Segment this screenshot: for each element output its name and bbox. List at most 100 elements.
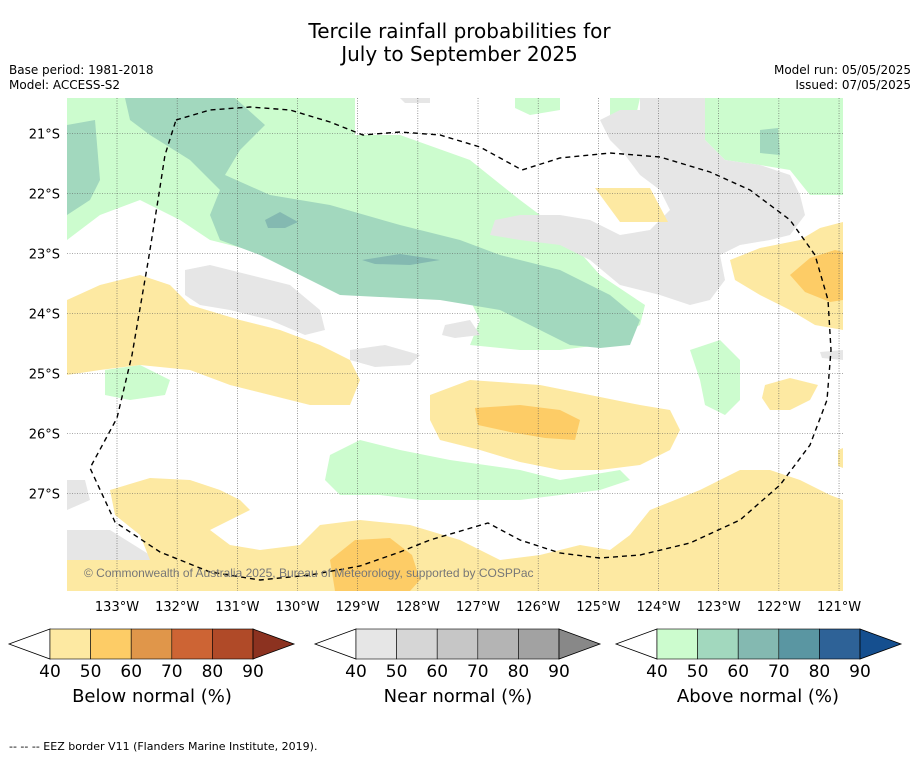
colorbar-swatch [697, 628, 739, 660]
model-text: Model: ACCESS-S2 [9, 78, 121, 92]
chart-title-line2: July to September 2025 [341, 42, 578, 66]
colorbar-tick-label: 40 [39, 662, 61, 682]
x-tick-label: 123°W [697, 600, 741, 615]
y-tick-label: 27°S [29, 488, 60, 503]
colorbar-tick-label: 40 [345, 662, 367, 682]
near-normal-region [67, 480, 90, 510]
below-normal-region [730, 222, 843, 330]
colorbar-swatch [396, 628, 438, 660]
colorbar-tick-label: 80 [202, 662, 224, 682]
x-tick-label: 130°W [275, 600, 319, 615]
meta-left: Base period: 1981-2018 Model: ACCESS-S2 [9, 63, 154, 93]
colorbars: 40 50 60 70 80 90 40 50 60 70 80 90 40 50 60 70 80 90 [7, 628, 903, 682]
colorbar-tick-label: 50 [687, 662, 709, 682]
y-tick-label: 23°S [29, 248, 60, 263]
colorbar-tick-label: 70 [467, 662, 489, 682]
above-normal-region [362, 254, 440, 265]
colorbar-tick-label: 50 [80, 662, 102, 682]
x-tick-label: 133°W [95, 600, 139, 615]
meta-right: Model run: 05/05/2025 Issued: 07/05/2025 [774, 63, 911, 93]
above-normal-region [105, 365, 170, 400]
y-tick-label: 21°S [29, 128, 60, 143]
colorbar-swatch [656, 628, 698, 660]
chart-title-line1: Tercile rainfall probabilities for [308, 19, 611, 43]
colorbar-swatch [90, 628, 132, 660]
above-normal-region [760, 128, 780, 155]
near-normal-region [442, 320, 480, 338]
below-normal-region [475, 405, 580, 440]
map-fields [67, 98, 843, 591]
colorbar-swatch [778, 628, 820, 660]
near-normal-region [820, 350, 843, 360]
below-normal-region [762, 378, 818, 410]
x-tick-label: 129°W [336, 600, 380, 615]
y-axis-labels: 21°S 22°S 23°S 24°S 25°S 26°S 27°S [29, 128, 60, 503]
x-tick-label: 127°W [456, 600, 500, 615]
above-normal-region [325, 440, 630, 500]
colorbar: 40 50 60 70 80 90 [7, 628, 296, 682]
colorbar-extension-right [252, 628, 296, 660]
colorbar: 40 50 60 70 80 90 [614, 628, 903, 682]
x-axis-labels: 133°W 132°W 131°W 130°W 129°W 128°W 127°W 126°W… [95, 600, 861, 615]
colorbar-swatch [737, 628, 780, 660]
near-normal-region [490, 98, 805, 305]
x-tick-label: 124°W [636, 600, 680, 615]
model-run-text: Model run: 05/05/2025 [773, 63, 911, 77]
colorbar-tick-label: 50 [386, 662, 408, 682]
near-normal-region [185, 265, 325, 335]
colorbar-tick-label: 90 [849, 662, 871, 682]
colorbar-tick-label: 60 [727, 662, 749, 682]
colorbar-tick-label: 60 [120, 662, 142, 682]
y-tick-label: 26°S [29, 428, 60, 443]
colorbar-tick-label: 70 [768, 662, 790, 682]
eez-border [89, 106, 832, 581]
grid-lines [67, 98, 843, 591]
colorbar-tick-label: 60 [426, 662, 448, 682]
near-normal-region [710, 185, 740, 205]
colorbar-label-above: Above normal (%) [676, 686, 840, 707]
above-normal-region [67, 120, 100, 215]
x-tick-label: 131°W [215, 600, 259, 615]
below-normal-region [67, 470, 843, 591]
colorbar-tick-label: 80 [508, 662, 530, 682]
colorbar-swatch [49, 628, 91, 660]
colorbar-swatch [130, 628, 173, 660]
issued-text: Issued: 07/05/2025 [795, 78, 911, 92]
below-normal-region [790, 250, 843, 302]
colorbar-extension-left [614, 628, 658, 660]
colorbar-tick-label: 80 [809, 662, 831, 682]
eez-footnote: -- -- -- EEZ border V11 (Flanders Marine… [9, 740, 318, 753]
colorbar-tick-label: 70 [161, 662, 183, 682]
colorbar-tick-label: 90 [548, 662, 570, 682]
below-normal-region [330, 538, 420, 591]
x-tick-label: 126°W [516, 600, 560, 615]
y-tick-label: 22°S [29, 188, 60, 203]
colorbar: 40 50 60 70 80 90 [313, 628, 602, 682]
x-tick-label: 125°W [576, 600, 620, 615]
x-tick-label: 132°W [155, 600, 199, 615]
colorbar-extension-left [313, 628, 357, 660]
copyright-text: © Commonwealth of Australia 2025, Bureau… [84, 566, 534, 580]
colorbar-extension-right [859, 628, 903, 660]
x-tick-label: 128°W [396, 600, 440, 615]
colorbar-swatch [518, 628, 560, 660]
above-normal-region [125, 98, 640, 348]
colorbar-label-near: Near normal (%) [383, 686, 533, 707]
colorbar-swatch [819, 628, 861, 660]
below-normal-region [595, 188, 668, 222]
near-normal-region [400, 98, 430, 103]
above-normal-region [515, 98, 560, 115]
above-normal-region [690, 340, 740, 415]
x-tick-label: 122°W [757, 600, 801, 615]
colorbar-extension-right [558, 628, 602, 660]
near-normal-region [350, 345, 420, 367]
y-tick-label: 25°S [29, 368, 60, 383]
base-period-text: Base period: 1981-2018 [9, 63, 154, 77]
colorbar-swatch [355, 628, 397, 660]
colorbar-swatch [212, 628, 254, 660]
colorbar-swatch [171, 628, 213, 660]
colorbar-tick-label: 90 [242, 662, 264, 682]
colorbar-extension-left [7, 628, 51, 660]
colorbar-tick-label: 40 [646, 662, 668, 682]
above-normal-region [265, 212, 298, 228]
